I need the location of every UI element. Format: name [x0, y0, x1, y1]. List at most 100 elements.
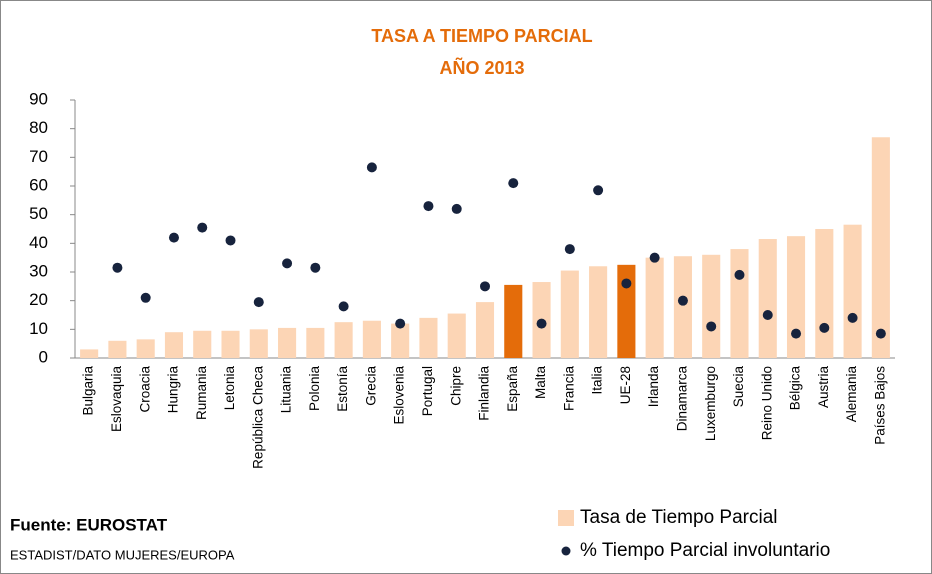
- bar: [617, 264, 636, 358]
- x-tick-label: República Checa: [250, 366, 265, 469]
- x-tick-label: Croacia: [137, 366, 152, 413]
- dot: [423, 201, 434, 212]
- x-tick-label: Alemania: [844, 366, 859, 423]
- dot: [310, 262, 321, 273]
- bar: [560, 270, 579, 358]
- bar: [475, 302, 495, 358]
- x-tick-label: Francia: [561, 366, 576, 412]
- chart-title: TASA A TIEMPO PARCIAL: [371, 26, 592, 46]
- x-tick-label: Eslovaquia: [109, 366, 124, 433]
- x-tick-label: Italia: [590, 366, 605, 395]
- bar: [221, 330, 240, 358]
- dot: [706, 321, 717, 332]
- legend-label: % Tiempo Parcial involuntario: [580, 540, 830, 561]
- y-tick-label: 60: [29, 175, 48, 194]
- bar: [193, 330, 212, 358]
- bar: [334, 322, 353, 358]
- bar: [702, 254, 721, 358]
- dot: [819, 322, 830, 333]
- dot: [395, 318, 406, 329]
- x-tick-label: Letonia: [222, 366, 237, 411]
- legend-label: Tasa de Tiempo Parcial: [580, 507, 778, 528]
- bar: [645, 257, 664, 358]
- bar: [730, 249, 749, 358]
- bar: [362, 320, 381, 358]
- bar: [447, 313, 466, 358]
- dot: [762, 310, 773, 320]
- dot: [593, 185, 604, 196]
- x-tick-label: Bélgica: [788, 366, 803, 411]
- bar: [108, 340, 127, 358]
- y-tick-label: 40: [29, 233, 48, 252]
- y-tick-label: 70: [29, 147, 48, 166]
- x-tick-label: Suecia: [731, 366, 746, 408]
- x-tick-label: Finlandia: [477, 366, 492, 421]
- dot: [282, 258, 293, 269]
- x-tick-label: Eslovenia: [392, 366, 407, 425]
- dot: [225, 235, 236, 246]
- x-tick-label: Irlanda: [646, 366, 661, 408]
- bar: [504, 284, 523, 358]
- x-tick-label: Polonia: [307, 366, 322, 412]
- bar: [871, 137, 890, 358]
- dot: [791, 328, 802, 339]
- y-tick-label: 0: [39, 347, 48, 366]
- dot: [197, 222, 208, 233]
- dot: [649, 252, 660, 263]
- y-tick-label: 20: [29, 290, 48, 309]
- bar: [136, 339, 155, 358]
- bar: [278, 327, 297, 358]
- dot: [366, 162, 377, 173]
- bar: [419, 317, 438, 358]
- dot: [564, 244, 575, 255]
- dot: [253, 297, 264, 308]
- dot: [168, 232, 179, 243]
- source: Fuente: EUROSTAT: [10, 515, 168, 534]
- chart-title: AÑO 2013: [439, 57, 524, 78]
- dot: [140, 292, 151, 303]
- x-tick-label: España: [505, 366, 520, 412]
- dot: [451, 203, 462, 214]
- y-tick-label: 90: [29, 89, 48, 108]
- bar: [391, 323, 410, 358]
- dot: [875, 328, 886, 339]
- bar: [758, 239, 777, 358]
- dot: [734, 269, 745, 280]
- x-tick-label: Dinamarca: [674, 366, 689, 432]
- x-tick-label: Chipre: [448, 366, 463, 406]
- bar: [843, 224, 862, 358]
- legend-swatch: [558, 510, 574, 526]
- dot: [112, 262, 123, 273]
- x-tick-label: Portugal: [420, 366, 435, 416]
- dot: [536, 318, 547, 329]
- x-tick-label: Países Bajos: [872, 366, 887, 445]
- y-tick-label: 50: [29, 204, 48, 223]
- note: ESTADIST/DATO MUJERES/EUROPA: [10, 547, 235, 562]
- legend-swatch: [561, 546, 571, 556]
- bar: [786, 236, 806, 358]
- x-tick-label: Grecia: [363, 366, 378, 406]
- x-tick-label: Hungria: [166, 366, 181, 414]
- dot: [338, 301, 349, 312]
- bar: [306, 327, 325, 358]
- x-tick-label: UE-28: [618, 366, 633, 404]
- x-tick-label: Bulgaria: [81, 366, 96, 416]
- x-tick-label: Lituania: [279, 366, 294, 414]
- bar: [164, 332, 184, 358]
- bar: [80, 349, 99, 358]
- bar: [815, 229, 834, 358]
- bar: [673, 256, 692, 358]
- bar: [589, 266, 608, 358]
- x-tick-label: Austria: [816, 366, 831, 409]
- bar: [249, 329, 268, 358]
- y-tick-label: 80: [29, 118, 48, 137]
- x-tick-label: Luxemburgo: [703, 366, 718, 441]
- dot: [508, 178, 519, 189]
- dot: [847, 312, 858, 323]
- x-tick-label: Rumania: [194, 366, 209, 421]
- x-tick-label: Estonía: [335, 366, 350, 412]
- dot: [480, 281, 490, 292]
- dot: [621, 278, 632, 289]
- dot: [677, 295, 688, 306]
